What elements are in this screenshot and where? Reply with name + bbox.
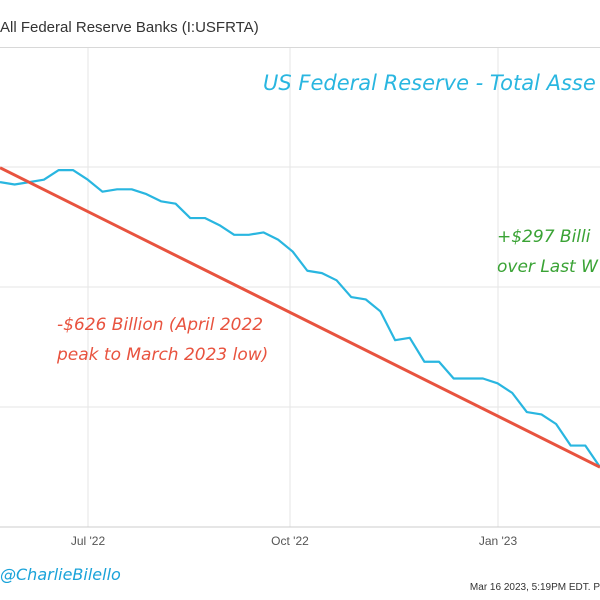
- annotation-text: over Last W: [497, 257, 599, 277]
- annotations: US Federal Reserve - Total Asse +$297 Bil…: [56, 71, 599, 365]
- annotation-text: US Federal Reserve - Total Asse: [263, 71, 596, 95]
- author-handle: @CharlieBilello: [0, 565, 121, 584]
- x-tick-label: Jan '23: [479, 534, 518, 548]
- x-axis-labels: Jul '22 Oct '22 Jan '23: [71, 534, 518, 548]
- total-assets-line: [0, 169, 600, 468]
- annotation-text: peak to March 2023 low): [56, 345, 268, 365]
- chart-header: All Federal Reserve Banks (I:USFRTA): [0, 0, 600, 48]
- annotation-text: +$297 Billi: [497, 227, 591, 247]
- grid: [0, 48, 600, 528]
- x-tick-label: Jul '22: [71, 534, 106, 548]
- annotation-text: -$626 Billion (April 2022: [57, 315, 263, 335]
- footer-timestamp: Mar 16 2023, 5:19PM EDT. P: [469, 582, 600, 593]
- trend-line: [0, 166, 600, 469]
- series-group: [0, 166, 600, 469]
- chart-source-title: All Federal Reserve Banks (I:USFRTA): [0, 19, 259, 36]
- x-tick-label: Oct '22: [271, 534, 309, 548]
